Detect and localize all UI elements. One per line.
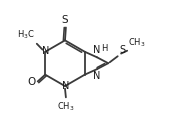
Text: CH$_3$: CH$_3$ [57,100,75,113]
Text: N: N [93,46,100,56]
Text: S: S [119,45,125,55]
Text: N: N [42,46,50,56]
Text: CH$_3$: CH$_3$ [128,37,146,49]
Text: N: N [93,71,100,81]
Text: H: H [101,44,107,53]
Text: S: S [62,15,68,25]
Text: H$_3$C: H$_3$C [17,28,35,41]
Text: O: O [27,77,35,87]
Text: N: N [62,81,69,91]
